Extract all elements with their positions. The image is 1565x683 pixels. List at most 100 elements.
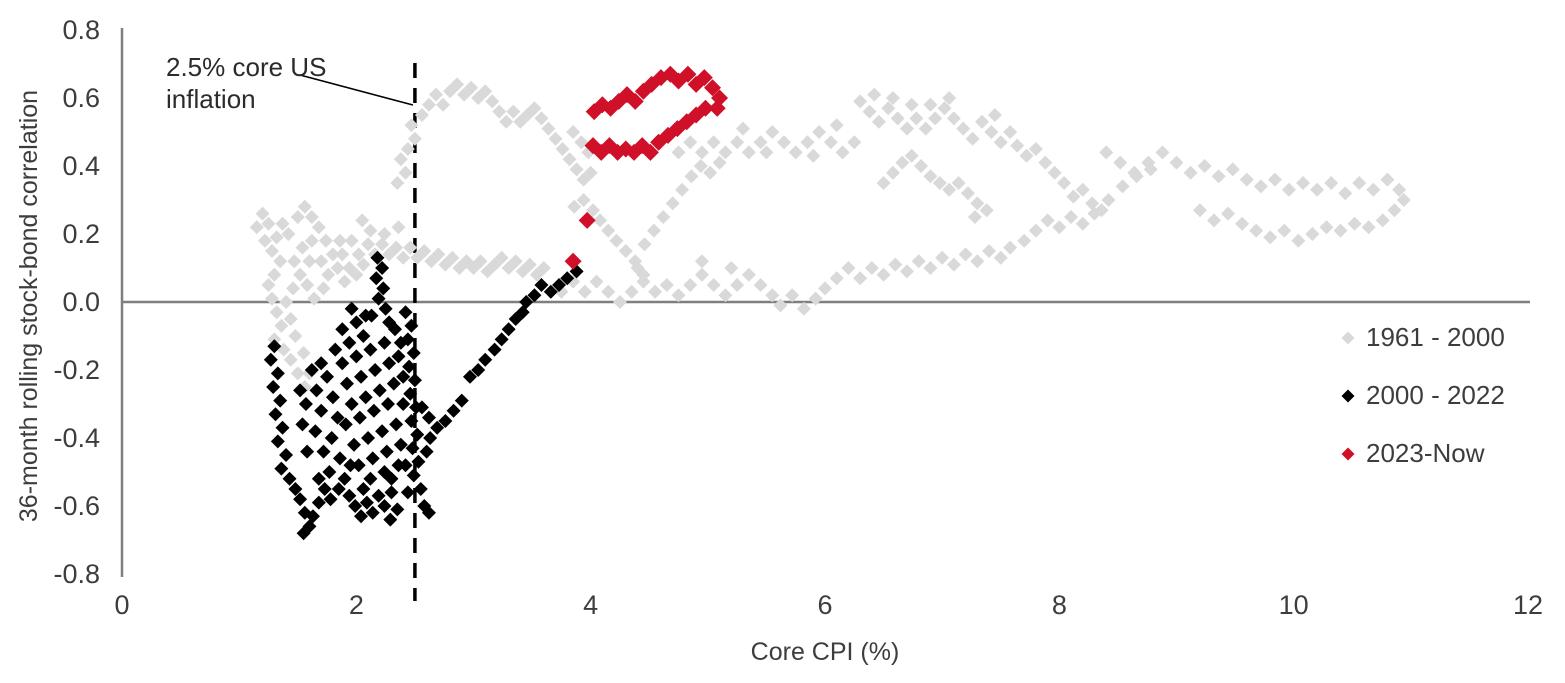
- data-point: [694, 254, 709, 269]
- data-point: [377, 227, 392, 241]
- data-point: [683, 278, 698, 292]
- data-point: [636, 274, 651, 289]
- data-point: [885, 165, 900, 180]
- data-point: [601, 223, 616, 238]
- data-point: [1064, 210, 1079, 224]
- data-point: [421, 505, 436, 520]
- data-point: [430, 420, 445, 435]
- legend-label: 1961 - 2000: [1366, 322, 1505, 352]
- data-point: [808, 291, 823, 306]
- data-point: [569, 162, 584, 177]
- data-point: [361, 431, 376, 445]
- data-point: [384, 471, 399, 486]
- data-point: [932, 176, 947, 190]
- data-point: [363, 471, 378, 486]
- data-point: [349, 349, 364, 364]
- data-point: [1239, 172, 1254, 187]
- data-point: [1296, 176, 1311, 190]
- data-point: [1387, 203, 1402, 218]
- data-point: [402, 359, 417, 374]
- data-point: [311, 495, 326, 510]
- data-point: [914, 159, 929, 173]
- data-point: [290, 210, 305, 224]
- data-point: [404, 414, 419, 428]
- data-point: [823, 135, 838, 150]
- data-point: [1047, 165, 1062, 180]
- data-point: [335, 322, 350, 337]
- data-point: [900, 264, 915, 279]
- data-point: [776, 135, 791, 150]
- data-point: [290, 366, 305, 381]
- data-point: [338, 417, 353, 432]
- data-point: [683, 135, 698, 150]
- data-point: [862, 104, 877, 119]
- data-point: [578, 211, 596, 229]
- data-point: [942, 182, 957, 197]
- data-point: [586, 203, 601, 218]
- data-point: [304, 233, 319, 248]
- data-point: [286, 281, 301, 296]
- data-point: [684, 169, 699, 184]
- data-point: [356, 257, 371, 272]
- data-point: [641, 143, 659, 161]
- legend-marker-diamond-icon: [1341, 447, 1355, 460]
- data-point: [1057, 176, 1072, 190]
- data-point: [330, 261, 345, 275]
- data-point: [352, 410, 367, 425]
- data-point: [1361, 220, 1376, 235]
- data-point: [724, 261, 739, 275]
- data-point: [257, 233, 272, 248]
- data-point: [386, 376, 401, 391]
- data-point: [494, 250, 509, 265]
- data-point: [1324, 176, 1339, 190]
- data-point: [269, 305, 284, 320]
- data-point: [1019, 148, 1034, 163]
- data-point: [275, 420, 290, 435]
- data-point: [951, 176, 966, 190]
- data-point: [261, 278, 276, 292]
- data-point: [876, 267, 891, 282]
- data-point: [423, 431, 438, 445]
- data-point: [1281, 182, 1296, 197]
- data-point: [295, 417, 310, 432]
- data-point: [909, 111, 924, 126]
- data-point: [393, 437, 408, 452]
- data-point: [316, 281, 331, 296]
- data-point: [308, 424, 323, 439]
- data-point: [387, 322, 402, 337]
- data-point: [694, 267, 709, 282]
- data-point: [344, 233, 359, 248]
- data-point: [363, 342, 378, 357]
- data-point: [923, 261, 938, 275]
- data-point: [273, 393, 288, 408]
- data-point: [967, 210, 982, 224]
- data-point: [555, 142, 570, 156]
- data-point: [1099, 145, 1114, 160]
- legend-label: 2023-Now: [1366, 438, 1485, 468]
- data-point: [274, 318, 289, 333]
- data-point: [413, 482, 428, 496]
- data-point: [1183, 165, 1198, 180]
- data-point: [396, 250, 411, 265]
- data-point: [365, 505, 380, 520]
- data-point: [343, 458, 358, 473]
- data-point: [881, 101, 896, 116]
- data-point: [445, 250, 460, 265]
- y-tick-label: 0.4: [62, 151, 100, 181]
- data-point: [270, 366, 285, 381]
- data-point: [885, 91, 900, 105]
- data-point: [501, 322, 516, 337]
- data-point: [404, 318, 419, 333]
- data-point: [1352, 176, 1367, 190]
- data-point: [1253, 179, 1268, 194]
- data-point: [706, 278, 721, 292]
- data-point: [335, 247, 350, 262]
- data-point: [407, 131, 422, 146]
- annotation-text: 2.5% core US inflation: [166, 52, 327, 114]
- data-point: [1263, 230, 1278, 245]
- data-point: [706, 135, 721, 150]
- data-point: [1010, 138, 1025, 153]
- data-point: [541, 121, 556, 136]
- data-point: [788, 145, 803, 160]
- data-point: [282, 471, 297, 486]
